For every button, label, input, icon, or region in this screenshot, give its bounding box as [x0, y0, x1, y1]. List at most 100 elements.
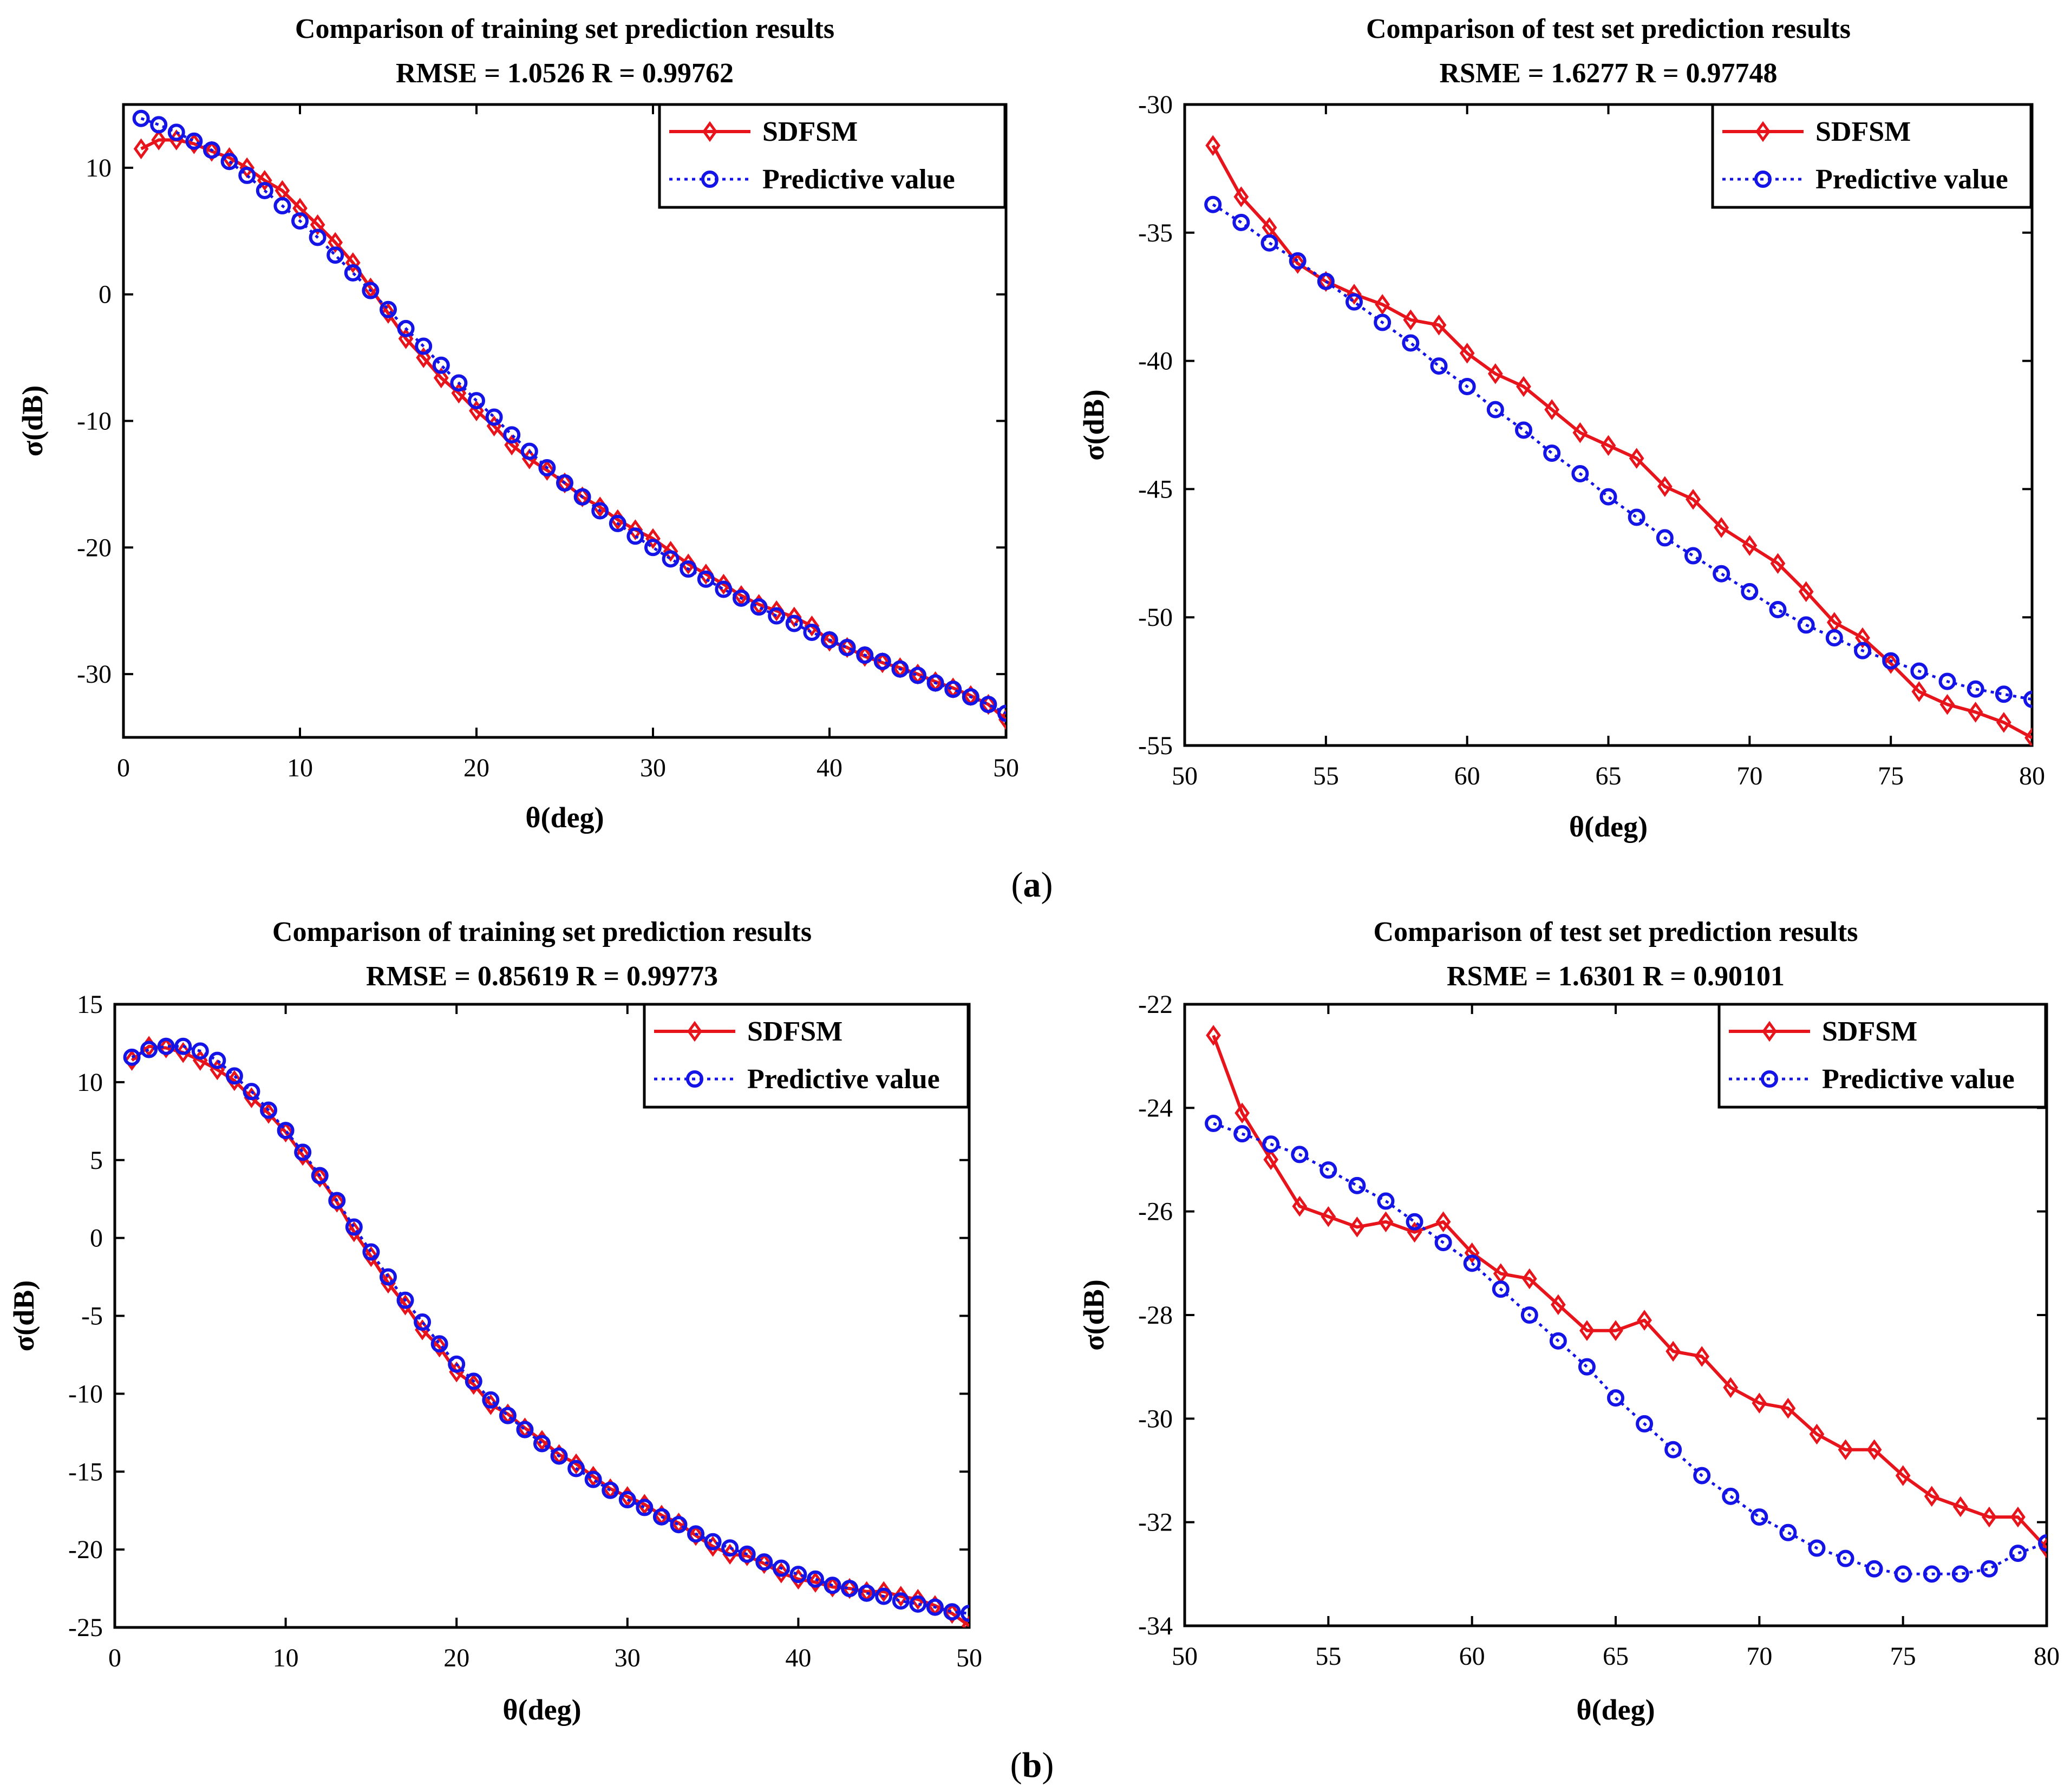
chart-3-sdfsm-point [1579, 1320, 1595, 1341]
chart-0-legend-sdfsm-label: SDFSM [762, 116, 858, 147]
chart-2-sdfsm-point [739, 1545, 755, 1566]
chart-0-sdfsm-point [133, 138, 149, 160]
chart-2-y-tick-label: -10 [68, 1379, 103, 1408]
chart-1-x-axis-label: θ(deg) [1569, 810, 1648, 843]
chart-1-x-tick-label: 50 [1172, 762, 1198, 790]
chart-2-predictive-point [174, 1037, 192, 1055]
chart-1-plot-area [1204, 135, 2032, 745]
chart-0-sdfsm-point [257, 170, 272, 191]
chart-1-sdfsm-point [1855, 627, 1870, 649]
chart-0-predictive-point [380, 300, 397, 318]
chart-3-sdfsm-point [1981, 1506, 1997, 1528]
chart-0-sdfsm-point [769, 600, 785, 622]
chart-0-sdfsm-point [681, 553, 696, 574]
chart-2-predictive-point [311, 1167, 329, 1185]
chart-0-sdfsm-point [716, 573, 731, 595]
chart-1-x-tick-label: 75 [1878, 762, 1904, 790]
chart-2-predictive-point [482, 1391, 500, 1409]
chart-1-subtitle: RSME = 1.6277 R = 0.97748 [1439, 58, 1777, 89]
chart-2-y-tick-label: 10 [77, 1068, 103, 1097]
chart-2-y-tick-label: -5 [81, 1302, 103, 1331]
chart-3-sdfsm-point [1521, 1268, 1537, 1290]
chart-3-y-tick-label: -24 [1138, 1094, 1173, 1122]
chart-3-y-tick-label: -26 [1138, 1198, 1173, 1226]
chart-2-legend-predictive-label: Predictive value [747, 1064, 940, 1095]
chart-3-predictive-point [1722, 1487, 1740, 1505]
chart-3-sdfsm-point [1321, 1206, 1336, 1227]
chart-3-predictive-point [1549, 1332, 1567, 1350]
chart-3-sdfsm-point [1637, 1310, 1652, 1331]
chart-2-predictive-point [652, 1508, 670, 1526]
chart-0-predictive-point [167, 123, 185, 141]
chart-0-predictive-point [997, 704, 1006, 722]
chart-3-y-tick-label: -28 [1138, 1301, 1173, 1330]
chart-3-predictive-point [1348, 1176, 1366, 1194]
chart-2-predictive-point [208, 1051, 226, 1069]
chart-0-predictive-point [432, 356, 450, 374]
chart-0-predictive-point [785, 614, 803, 632]
chart-1-sdfsm-point [1798, 581, 1814, 603]
chart-1-predictive-point [1345, 293, 1363, 311]
chart-1-predictive-point [1656, 529, 1674, 547]
chart-0-predictive-point [926, 674, 944, 692]
chart-1-predictive-point [1486, 401, 1504, 418]
chart-0-predictive-point [309, 228, 326, 246]
chart-0-predictive-point [750, 598, 768, 616]
chart-0-x-tick-label: 40 [817, 754, 842, 782]
chart-0-predictive-point [591, 502, 609, 520]
chart-1-sdfsm-point [1657, 476, 1673, 497]
chart-3-predictive-point [1520, 1306, 1538, 1324]
chart-0-sdfsm-point [186, 133, 202, 154]
chart-1-predictive-point [1289, 252, 1307, 270]
chart-1-predictive-point [1967, 680, 1984, 698]
chart-3-predictive-point [1636, 1415, 1654, 1433]
chart-1-series-predictive-line [1212, 203, 2032, 701]
chart-1-sdfsm-point [1883, 653, 1899, 674]
chart-2-predictive-point [704, 1533, 722, 1551]
chart-0-predictive-point [256, 181, 273, 199]
chart-1-x-tick-label: 55 [1313, 762, 1339, 790]
chart-1-sdfsm-point [1459, 343, 1475, 364]
chart-1-predictive-point [1543, 444, 1561, 462]
chart-1-sdfsm-point [2024, 727, 2032, 745]
chart-0-predictive-point [768, 607, 786, 625]
chart-1-sdfsm-point [1375, 294, 1390, 315]
chart-0-sdfsm-point [381, 303, 396, 324]
chart-0-sdfsm-point [328, 232, 343, 253]
chart-3-predictive-point [1837, 1549, 1854, 1567]
chart-0-predictive-point [503, 426, 521, 444]
chart-3-y-tick-label: -32 [1138, 1508, 1173, 1537]
chart-2-x-tick-label: 50 [956, 1644, 982, 1672]
chart-2-plot-area [123, 1036, 969, 1627]
chart-3-y-tick-label: -34 [1138, 1612, 1173, 1640]
chart-3-y-tick-label: -22 [1138, 990, 1173, 1019]
chart-3-predictive-point [2038, 1534, 2047, 1552]
chart-0-x-tick-label: 20 [463, 754, 489, 782]
chart-2-y-axis-label: σ(dB) [8, 1280, 40, 1351]
chart-0-predictive-point [856, 646, 874, 664]
chart-2-predictive-point [618, 1491, 636, 1509]
chart-0-predictive-point [662, 550, 680, 568]
chart-2-sdfsm-point [363, 1246, 379, 1267]
chart-3-predictive-point [1808, 1539, 1826, 1557]
chart-0-x-tick-label: 10 [287, 754, 313, 782]
chart-1-predictive-point [1599, 488, 1617, 506]
chart-3-subtitle: RSME = 1.6301 R = 0.90101 [1447, 961, 1785, 992]
chart-2-predictive-point [789, 1566, 807, 1584]
chart-2-predictive-point [516, 1421, 534, 1438]
chart-3-x-tick-label: 55 [1315, 1642, 1341, 1671]
chart-2-predictive-point [191, 1042, 209, 1060]
chart-2-legend-circle-icon [686, 1070, 703, 1088]
chart-0-sdfsm-point [698, 564, 714, 585]
chart-0-predictive-point [944, 681, 962, 698]
chart-2-sdfsm-point [688, 1525, 703, 1546]
chart-3-predictive-point [1233, 1125, 1251, 1143]
chart-2-predictive-point [806, 1570, 824, 1588]
chart-0-predictive-point [821, 631, 838, 649]
chart-0-predictive-point [873, 652, 891, 670]
chart-1-y-tick-label: -30 [1138, 90, 1173, 119]
chart-2-y-tick-label: -25 [68, 1613, 103, 1642]
chart-1-predictive-point [1882, 652, 1900, 670]
chart-0-predictive-point [556, 474, 573, 492]
chart-0-sdfsm-point [310, 214, 325, 236]
